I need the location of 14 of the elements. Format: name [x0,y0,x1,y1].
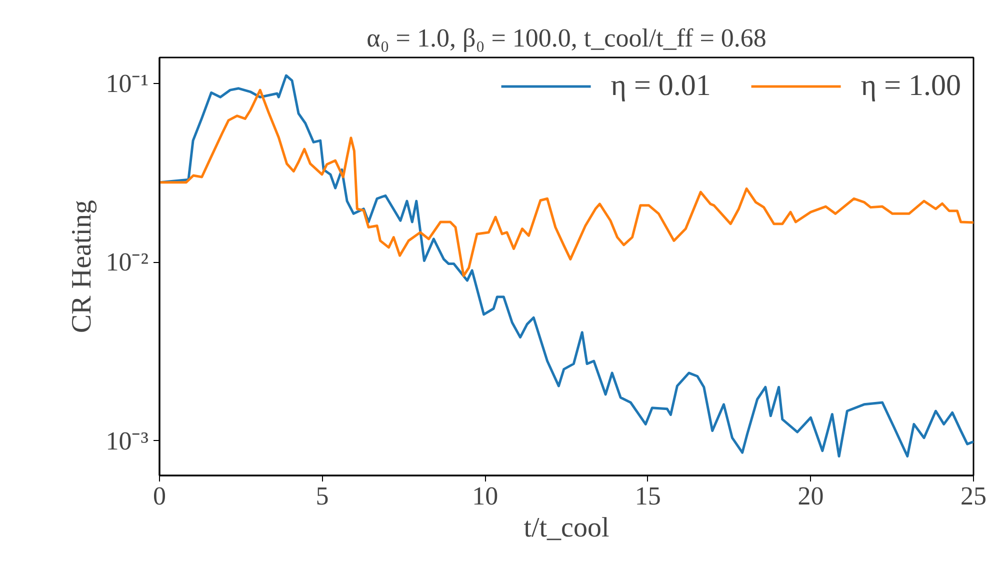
x-tick-label: 15 [634,482,661,510]
y-tick-label: 10⁻² [106,248,149,277]
legend-label: η = 0.01 [610,69,711,103]
x-tick-label: 20 [798,482,824,510]
x-tick-label: 5 [316,482,329,510]
y-tick-label: 10⁻³ [106,426,149,456]
y-axis-title: CR Heating [66,200,98,333]
x-tick-label: 25 [960,482,986,510]
y-tick-label: 10⁻¹ [106,69,148,98]
chart-title: α₀ = 1.0, β₀ = 100.0, t_cool/t_ff = 0.68 [366,24,766,52]
x-axis-title: t/t_cool [524,512,610,544]
x-tick-label: 0 [153,482,166,510]
x-tick-label: 10 [472,482,498,510]
legend-label: η = 1.00 [860,69,961,103]
